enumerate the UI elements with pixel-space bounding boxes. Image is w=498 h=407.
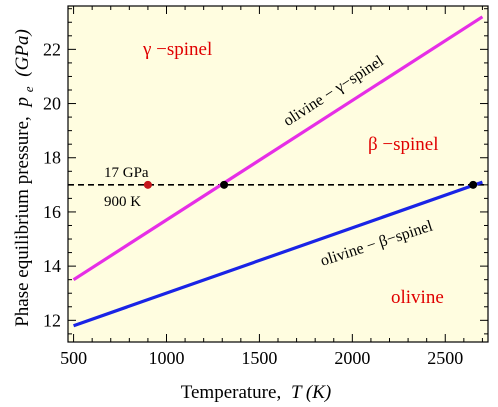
- region-label-beta-spinel: β −spinel: [368, 134, 439, 155]
- data-point-1: [220, 180, 229, 189]
- x-axis-label: Temperature, T (K): [181, 382, 332, 403]
- y-axis-label-subscript: e: [21, 86, 36, 92]
- data-point-2: [469, 180, 478, 189]
- axis-ticks: [68, 6, 488, 342]
- y-axis-label-text: Phase equilibrium pressure,: [12, 116, 33, 327]
- x-axis-label-variable: T (K): [291, 382, 331, 403]
- series-lines: [72, 15, 484, 328]
- data-point-0: [143, 180, 152, 189]
- x-tick-label: 2500: [427, 348, 463, 368]
- series-line-1: [73, 180, 483, 328]
- x-tick-label: 1000: [148, 348, 184, 368]
- y-tick-label: 12: [43, 310, 61, 330]
- y-axis-label-unit: (GPa): [12, 29, 33, 76]
- x-tick-label: 2000: [334, 348, 370, 368]
- y-tick-label: 14: [43, 256, 61, 276]
- y-tick-label: 22: [43, 39, 61, 59]
- point-label-temperature: 900 K: [104, 194, 141, 210]
- y-tick-label: 16: [43, 202, 61, 222]
- point-label-pressure: 17 GPa: [104, 165, 149, 181]
- series-line-0: [72, 15, 484, 282]
- plot-frame: [67, 5, 489, 343]
- data-points: [143, 180, 478, 189]
- y-tick-label: 18: [43, 148, 61, 168]
- tick-labels: 500 1000 1500 2000 2500 12 14 16 18 20 22: [43, 39, 463, 368]
- region-label-olivine: olivine: [391, 287, 444, 308]
- x-axis-label-text: Temperature,: [181, 382, 281, 403]
- x-tick-label: 500: [60, 348, 87, 368]
- y-axis-label: Phase equilibrium pressure, p e (GPa): [12, 29, 38, 327]
- y-tick-label: 20: [43, 94, 61, 114]
- x-tick-label: 1500: [241, 348, 277, 368]
- plot-background: [68, 6, 488, 342]
- y-axis-label-variable: p: [12, 97, 33, 109]
- region-label-gamma-spinel: γ −spinel: [142, 39, 212, 60]
